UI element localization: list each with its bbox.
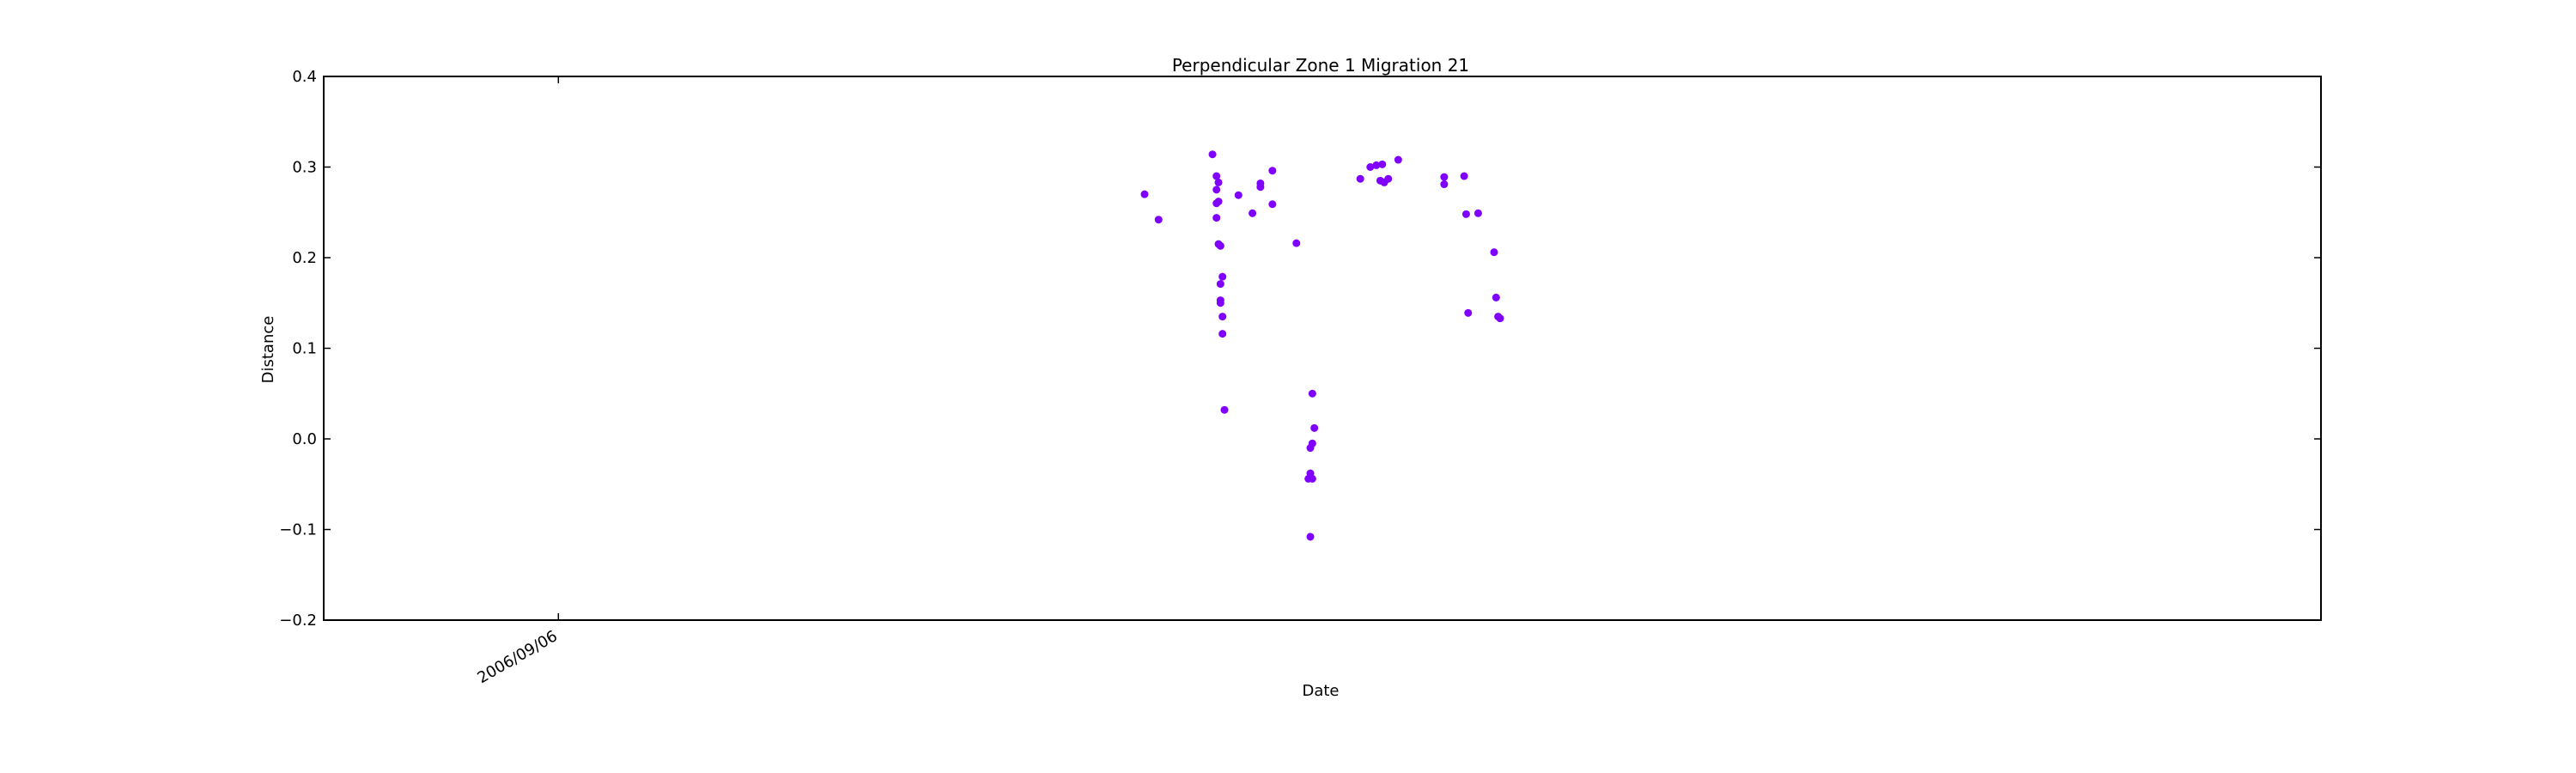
plot-frame (323, 76, 2322, 621)
data-point (1154, 216, 1163, 224)
data-point (1394, 155, 1402, 164)
data-point (1306, 533, 1315, 541)
data-point (1308, 474, 1316, 483)
data-point (1218, 313, 1227, 321)
data-point (1464, 308, 1473, 317)
data-point (1249, 209, 1257, 217)
data-point (1208, 150, 1217, 159)
data-point (1496, 314, 1504, 323)
data-point (1490, 248, 1498, 257)
y-tick-label: −0.1 (279, 521, 317, 539)
data-point (1310, 423, 1319, 432)
data-point (1366, 163, 1375, 171)
data-point (1212, 186, 1221, 194)
data-point (1384, 174, 1393, 183)
data-point (1214, 178, 1223, 186)
data-point (1306, 444, 1315, 453)
data-point (1492, 293, 1500, 301)
data-point (1212, 214, 1221, 222)
chart-title: Perpendicular Zone 1 Migration 21 (1172, 55, 1469, 76)
data-point (1216, 241, 1224, 250)
data-point (1473, 209, 1482, 217)
y-tick-label: 0.3 (292, 159, 317, 177)
data-point (1216, 299, 1224, 307)
data-point (1234, 191, 1242, 199)
data-point (1268, 200, 1277, 209)
y-tick-label: 0.0 (292, 430, 317, 448)
y-tick-label: 0.2 (292, 249, 317, 267)
y-tick-label: −0.2 (279, 612, 317, 630)
data-point (1216, 280, 1224, 289)
data-point (1461, 210, 1470, 218)
data-point (1268, 167, 1277, 175)
data-point (1372, 161, 1381, 169)
data-point (1212, 172, 1221, 180)
data-point (1214, 198, 1223, 206)
data-point (1218, 330, 1227, 338)
data-point (1292, 239, 1301, 247)
data-point (1460, 172, 1468, 180)
y-tick-label: 0.4 (292, 68, 317, 86)
data-point (1218, 272, 1227, 281)
y-tick-label: 0.1 (292, 340, 317, 358)
data-point (1308, 389, 1316, 398)
data-point (1356, 174, 1364, 183)
data-point (1440, 173, 1449, 181)
x-axis-label: Date (1302, 682, 1339, 700)
y-axis-label: Distance (259, 316, 277, 384)
data-point (1256, 183, 1265, 192)
y-tick-labels: −0.2 −0.1 0.0 0.1 0.2 0.3 0.4 (279, 68, 317, 630)
data-points (1140, 150, 1504, 541)
data-point (1378, 160, 1387, 168)
data-point (1440, 180, 1449, 189)
data-point (1220, 405, 1229, 414)
data-point (1140, 190, 1149, 198)
